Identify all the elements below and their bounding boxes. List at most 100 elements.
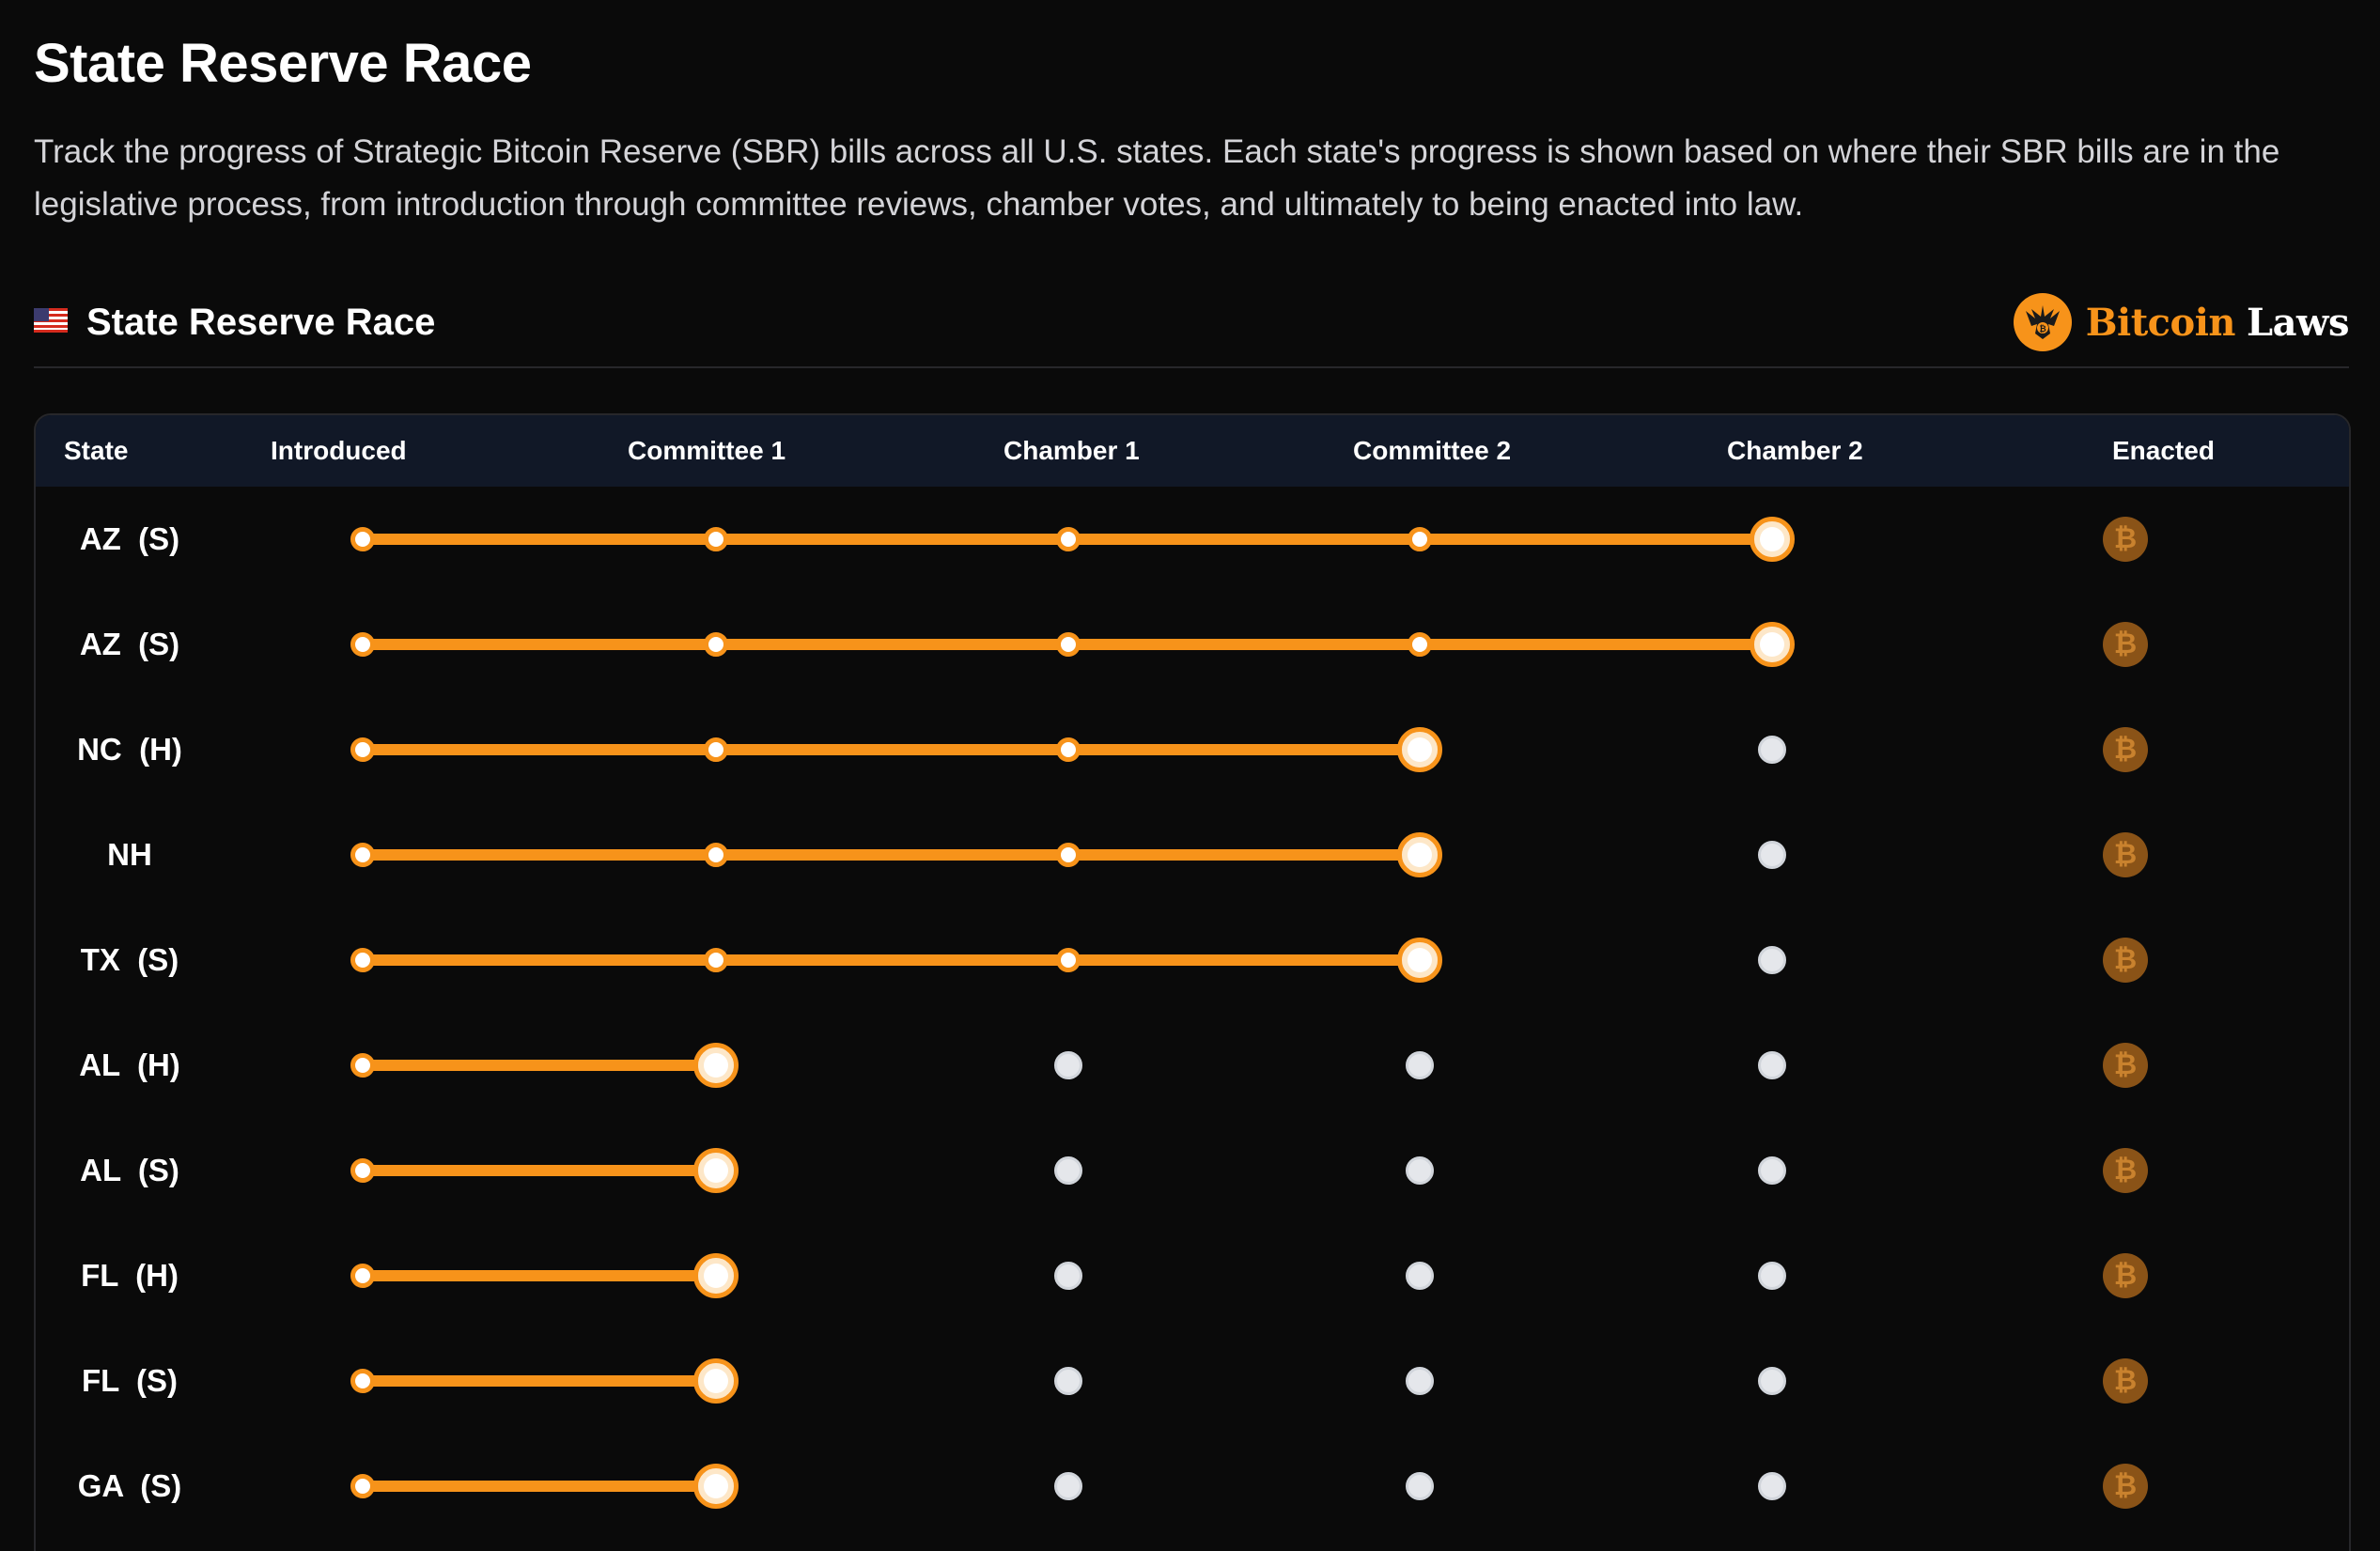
- bitcoin-glyph: ₿: [2113, 943, 2138, 976]
- page-title: State Reserve Race: [34, 33, 532, 94]
- table-row[interactable]: AZ (S) ₿: [36, 592, 2349, 697]
- stage-dot-committee-1[interactable]: [704, 737, 728, 762]
- stage-dot-introduced[interactable]: [350, 948, 375, 972]
- table-row[interactable]: FL (S) ₿: [36, 1328, 2349, 1434]
- column-header-committee-1: Committee 1: [628, 436, 786, 465]
- stage-dot-introduced[interactable]: [350, 1264, 375, 1288]
- progress-track: [363, 744, 1420, 755]
- stage-dot-chamber-1[interactable]: [1056, 948, 1081, 972]
- brand[interactable]: ₿ Bitcoin Laws: [2013, 291, 2350, 353]
- bitcoin-icon: ₿: [2103, 1043, 2148, 1088]
- stage-dot-committee-1[interactable]: [704, 843, 728, 867]
- progress-track: [363, 1270, 716, 1281]
- bitcoin-glyph: ₿: [2113, 838, 2138, 871]
- table-row[interactable]: NC (H) ₿: [36, 697, 2349, 802]
- bitcoin-glyph: ₿: [2113, 1048, 2138, 1081]
- stage-dot-committee-1[interactable]: [693, 1148, 739, 1193]
- us-flag-icon: [34, 308, 68, 333]
- stage-dot-chamber-1[interactable]: [1056, 843, 1081, 867]
- bitcoin-icon: ₿: [2103, 622, 2148, 667]
- table-row[interactable]: AL (H) ₿: [36, 1013, 2349, 1118]
- stage-dot-committee-1[interactable]: [704, 632, 728, 657]
- stage-dot-committee-2[interactable]: [1406, 1262, 1434, 1290]
- stage-dot-introduced[interactable]: [350, 737, 375, 762]
- stage-dot-introduced[interactable]: [350, 1158, 375, 1183]
- column-header-chamber-1: Chamber 1: [1003, 436, 1140, 465]
- stage-dot-committee-2[interactable]: [1408, 632, 1432, 657]
- stage-dot-introduced[interactable]: [350, 527, 375, 551]
- stage-dot-committee-2[interactable]: [1406, 1156, 1434, 1185]
- stage-dot-chamber-2[interactable]: [1758, 1051, 1786, 1079]
- stage-dot-chamber-2[interactable]: [1758, 1262, 1786, 1290]
- stage-dot-introduced[interactable]: [350, 843, 375, 867]
- stage-dot-chamber-1[interactable]: [1054, 1367, 1082, 1395]
- stage-dot-chamber-1[interactable]: [1056, 527, 1081, 551]
- stage-dot-chamber-1[interactable]: [1054, 1156, 1082, 1185]
- stage-dot-chamber-2[interactable]: [1758, 946, 1786, 974]
- table-row[interactable]: GA (S) ₿: [36, 1434, 2349, 1539]
- state-label: FL (H): [81, 1258, 179, 1293]
- stage-dot-committee-1[interactable]: [693, 1464, 739, 1509]
- stage-dot-chamber-1[interactable]: [1054, 1262, 1082, 1290]
- bitcoin-icon: ₿: [2103, 517, 2148, 562]
- bitcoin-glyph: ₿: [2113, 1259, 2138, 1292]
- bitcoin-glyph: ₿: [2113, 1364, 2138, 1397]
- progress-track: [363, 954, 1420, 966]
- stage-dot-introduced[interactable]: [350, 1369, 375, 1393]
- stage-dot-committee-2[interactable]: [1406, 1367, 1434, 1395]
- table-row[interactable]: AZ (S) ₿: [36, 487, 2349, 592]
- stage-dot-introduced[interactable]: [350, 1053, 375, 1078]
- bitcoin-glyph: ₿: [2113, 522, 2138, 555]
- table-row[interactable]: NH ₿: [36, 802, 2349, 907]
- stage-dot-chamber-2[interactable]: [1758, 841, 1786, 869]
- state-label: AL (S): [80, 1153, 179, 1187]
- bitcoin-laws-eagle-logo-icon: ₿: [2013, 293, 2072, 351]
- bitcoin-icon: ₿: [2103, 727, 2148, 772]
- bitcoin-icon: ₿: [2103, 1464, 2148, 1509]
- bitcoin-glyph: ₿: [2113, 733, 2138, 766]
- column-header-introduced: Introduced: [271, 436, 407, 465]
- page-description: Track the progress of Strategic Bitcoin …: [34, 133, 2280, 223]
- progress-track: [363, 1060, 716, 1071]
- bitcoin-glyph: ₿: [2113, 1154, 2138, 1187]
- stage-dot-chamber-1[interactable]: [1056, 632, 1081, 657]
- stage-dot-chamber-2[interactable]: [1758, 1367, 1786, 1395]
- stage-dot-committee-1[interactable]: [693, 1358, 739, 1404]
- bitcoin-icon: ₿: [2103, 832, 2148, 877]
- state-label: AZ (S): [79, 627, 180, 661]
- bitcoin-icon: ₿: [2103, 938, 2148, 983]
- table-row[interactable]: TX (S) ₿: [36, 907, 2349, 1013]
- section-title: State Reserve Race: [86, 302, 436, 343]
- stage-dot-committee-2[interactable]: [1397, 727, 1442, 772]
- stage-dot-committee-2[interactable]: [1397, 832, 1442, 877]
- state-label: NC (H): [77, 732, 182, 767]
- table-row[interactable]: AL (S) ₿: [36, 1118, 2349, 1223]
- stage-dot-committee-2[interactable]: [1397, 938, 1442, 983]
- progress-track: [363, 1375, 716, 1387]
- stage-dot-chamber-1[interactable]: [1056, 737, 1081, 762]
- stage-dot-introduced[interactable]: [350, 632, 375, 657]
- brand-name-laws: Laws: [2247, 300, 2350, 345]
- table-row[interactable]: FL (H) ₿: [36, 1223, 2349, 1328]
- stage-dot-chamber-2[interactable]: [1758, 1472, 1786, 1500]
- stage-dot-chamber-2[interactable]: [1750, 517, 1795, 562]
- stage-dot-chamber-2[interactable]: [1750, 622, 1795, 667]
- stage-dot-committee-2[interactable]: [1408, 527, 1432, 551]
- stage-dot-introduced[interactable]: [350, 1474, 375, 1498]
- stage-dot-committee-2[interactable]: [1406, 1051, 1434, 1079]
- column-header-state: State: [64, 436, 129, 465]
- stage-dot-committee-1[interactable]: [704, 948, 728, 972]
- stage-dot-chamber-2[interactable]: [1758, 736, 1786, 764]
- stage-dot-committee-1[interactable]: [693, 1043, 739, 1088]
- column-header-committee-2: Committee 2: [1353, 436, 1512, 465]
- progress-track: [363, 849, 1420, 861]
- state-label: GA (S): [77, 1468, 182, 1503]
- stage-dot-chamber-2[interactable]: [1758, 1156, 1786, 1185]
- brand-name: Bitcoin Laws: [2086, 300, 2350, 345]
- stage-dot-committee-2[interactable]: [1406, 1472, 1434, 1500]
- table-header: State Introduced Committee 1 Chamber 1 C…: [36, 415, 2349, 487]
- stage-dot-committee-1[interactable]: [693, 1253, 739, 1298]
- stage-dot-chamber-1[interactable]: [1054, 1472, 1082, 1500]
- stage-dot-committee-1[interactable]: [704, 527, 728, 551]
- stage-dot-chamber-1[interactable]: [1054, 1051, 1082, 1079]
